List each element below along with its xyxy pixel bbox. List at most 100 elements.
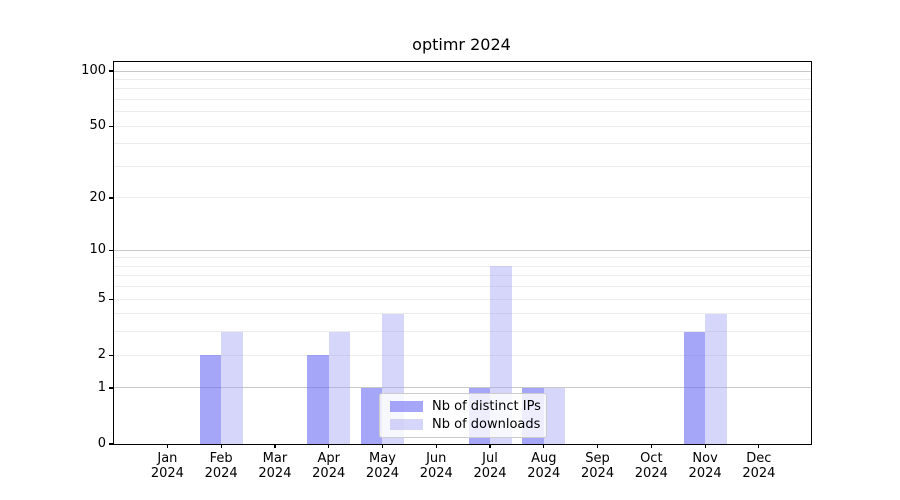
x-tick-label-feb: Feb 2024 (191, 451, 251, 481)
legend-label-distinct-ips: Nb of distinct IPs (432, 399, 541, 414)
x-tick-label-oct: Oct 2024 (621, 451, 681, 481)
gridline-minor-40 (114, 143, 811, 145)
x-tick-jul (489, 444, 491, 448)
gridline-minor-9 (114, 257, 811, 259)
legend-item-downloads: Nb of downloads (390, 417, 540, 432)
x-tick-month-jun: Jun (426, 451, 447, 466)
x-tick-year-sep: 2024 (581, 466, 615, 481)
x-tick-label-aug: Aug 2024 (514, 451, 574, 481)
x-tick-label-apr: Apr 2024 (299, 451, 359, 481)
gridline-minor-2 (114, 354, 811, 356)
bar-nb-of-distinct-ips-may (360, 387, 383, 444)
x-tick-apr (328, 444, 330, 448)
gridline-minor-7 (114, 275, 811, 277)
gridline-minor-30 (114, 165, 811, 167)
x-tick-label-jun: Jun 2024 (406, 451, 466, 481)
legend-label-downloads: Nb of downloads (432, 417, 541, 432)
y-tick-50 (109, 125, 113, 127)
bar-nb-of-downloads-aug (543, 387, 566, 444)
x-tick-year-mar: 2024 (258, 466, 292, 481)
gridline-major-100 (114, 70, 811, 72)
x-tick-year-may: 2024 (365, 466, 400, 481)
x-tick-mar (274, 444, 276, 448)
y-tick-2 (109, 354, 113, 356)
x-tick-month-apr: Apr (317, 451, 340, 466)
x-tick-year-dec: 2024 (742, 466, 776, 481)
x-tick-month-jan: Jan (157, 451, 178, 466)
x-tick-month-oct: Oct (640, 451, 663, 466)
x-tick-month-jul: Jul (482, 451, 498, 466)
x-tick-month-sep: Sep (585, 451, 610, 466)
bar-nb-of-distinct-ips-apr (307, 355, 329, 444)
y-tick-0 (109, 443, 113, 445)
gridline-minor-3 (114, 331, 811, 333)
legend-swatch-distinct-ips (390, 401, 423, 412)
legend-item-distinct-ips: Nb of distinct IPs (390, 399, 541, 414)
y-tick-100 (109, 70, 113, 72)
y-tick-label-1: 1 (97, 379, 106, 395)
gridline-major-1 (114, 387, 811, 389)
x-tick-year-nov: 2024 (688, 466, 722, 481)
x-tick-jun (435, 444, 437, 448)
x-tick-month-nov: Nov (692, 451, 718, 466)
x-tick-year-apr: 2024 (312, 466, 346, 481)
y-tick-1 (109, 387, 113, 389)
x-tick-may (381, 444, 384, 448)
x-tick-label-sep: Sep 2024 (568, 451, 628, 481)
x-tick-month-aug: Aug (531, 451, 557, 466)
gridline-minor-80 (114, 88, 811, 90)
legend: Nb of distinct IPs Nb of downloads (379, 393, 547, 438)
x-tick-year-jul: 2024 (473, 466, 507, 481)
y-tick-20 (109, 197, 113, 199)
x-tick-month-mar: Mar (262, 451, 288, 466)
bar-nb-of-distinct-ips-feb (199, 355, 222, 444)
x-tick-month-feb: Feb (209, 451, 233, 466)
gridline-minor-60 (114, 111, 811, 113)
bar-nb-of-downloads-apr (328, 331, 351, 444)
x-tick-month-dec: Dec (746, 451, 772, 466)
y-tick-5 (109, 298, 113, 300)
y-tick-label-100: 100 (81, 63, 106, 78)
x-tick-label-jul: Jul 2024 (460, 451, 520, 481)
gridline-minor-4 (114, 313, 811, 315)
x-tick-label-dec: Dec 2024 (729, 451, 789, 481)
y-tick-label-5: 5 (97, 291, 106, 307)
x-tick-label-may: May 2024 (352, 451, 412, 481)
gridline-minor-20 (114, 197, 811, 199)
bar-nb-of-distinct-ips-nov (683, 331, 706, 444)
y-tick-label-2: 2 (97, 347, 106, 363)
bar-nb-of-downloads-feb (221, 331, 243, 444)
x-tick-label-jan: Jan 2024 (137, 451, 197, 481)
x-tick-feb (220, 444, 222, 448)
x-tick-month-may: May (369, 451, 396, 466)
x-tick-jan (166, 444, 168, 448)
plot-area: 0 1 2 5 10 20 50 100 Jan 2024 Feb 2024 Mar 2024 Apr 202… (81, 61, 812, 481)
y-tick-10 (109, 249, 113, 251)
x-tick-label-mar: Mar 2024 (245, 451, 305, 481)
legend-swatch-downloads (390, 419, 423, 430)
gridline-major-10 (114, 249, 811, 251)
y-tick-label-0: 0 (97, 436, 106, 451)
y-tick-label-10: 10 (89, 242, 106, 258)
x-tick-year-aug: 2024 (527, 466, 561, 481)
x-tick-dec (758, 444, 760, 448)
gridline-minor-5 (114, 298, 811, 300)
gridline-minor-8 (114, 265, 811, 267)
x-tick-label-nov: Nov 2024 (675, 451, 735, 481)
x-tick-oct (650, 444, 652, 448)
gridline-minor-6 (114, 286, 811, 288)
x-tick-year-oct: 2024 (634, 466, 668, 481)
x-tick-year-jan: 2024 (150, 466, 184, 481)
gridline-minor-70 (114, 98, 811, 100)
y-tick-label-20: 20 (89, 189, 106, 205)
bar-nb-of-downloads-nov (705, 313, 727, 444)
gridline-minor-90 (114, 78, 811, 80)
x-tick-sep (596, 444, 599, 448)
x-tick-year-jun: 2024 (419, 466, 453, 481)
x-tick-nov (704, 444, 706, 448)
x-tick-year-feb: 2024 (204, 466, 238, 481)
x-tick-aug (543, 444, 545, 448)
y-tick-label-50: 50 (89, 118, 106, 134)
gridline-minor-50 (114, 125, 811, 127)
